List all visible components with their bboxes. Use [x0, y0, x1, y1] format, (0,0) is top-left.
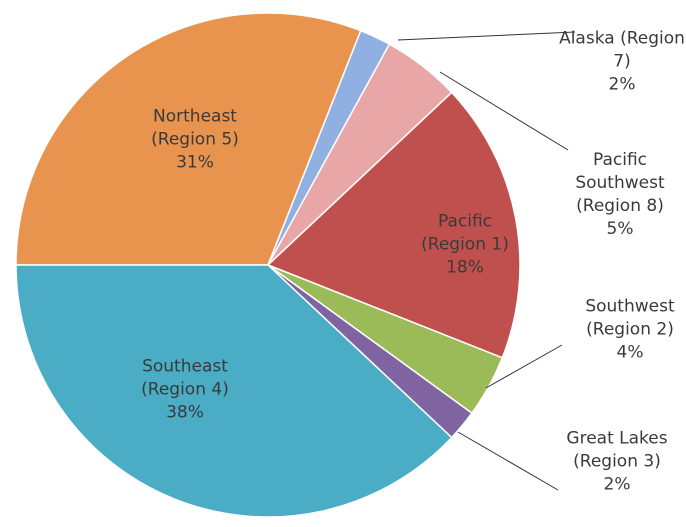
category-label: Pacific (Region 1) — [421, 211, 509, 255]
category-label: Northeast (Region 5) — [151, 106, 239, 150]
category-label: Pacific Southwest (Region 8) — [575, 150, 665, 216]
category-label: Alaska (Region 7) — [559, 28, 685, 72]
leader-line — [485, 344, 563, 389]
leader-line — [457, 431, 559, 491]
pie-slice — [266, 91, 521, 359]
pie-slice — [15, 12, 362, 266]
leader-line — [439, 71, 569, 151]
slice-label: Pacific Southwest (Region 8) 5% — [555, 149, 685, 241]
category-label: Great Lakes (Region 3) — [566, 428, 668, 472]
value-label: 4% — [616, 342, 644, 363]
slice-label: Alaska (Region 7) 2% — [557, 28, 686, 97]
value-label: 31% — [176, 152, 214, 173]
value-label: 2% — [603, 474, 631, 495]
slice-label: Great Lakes (Region 3) 2% — [562, 428, 672, 497]
pie-slice — [15, 264, 453, 518]
slice-label: Pacific (Region 1) 18% — [405, 211, 525, 280]
value-label: 2% — [608, 74, 636, 95]
category-label: Southwest (Region 2) — [585, 296, 675, 340]
category-label: Southeast (Region 4) — [141, 356, 229, 400]
value-label: 18% — [446, 257, 484, 278]
slice-label: Southwest (Region 2) 4% — [570, 296, 686, 365]
slice-label: Southeast (Region 4) 38% — [115, 356, 255, 425]
slice-label: Northeast (Region 5) 31% — [135, 106, 255, 175]
leader-line — [397, 31, 576, 41]
value-label: 38% — [166, 402, 204, 423]
value-label: 5% — [606, 219, 634, 239]
